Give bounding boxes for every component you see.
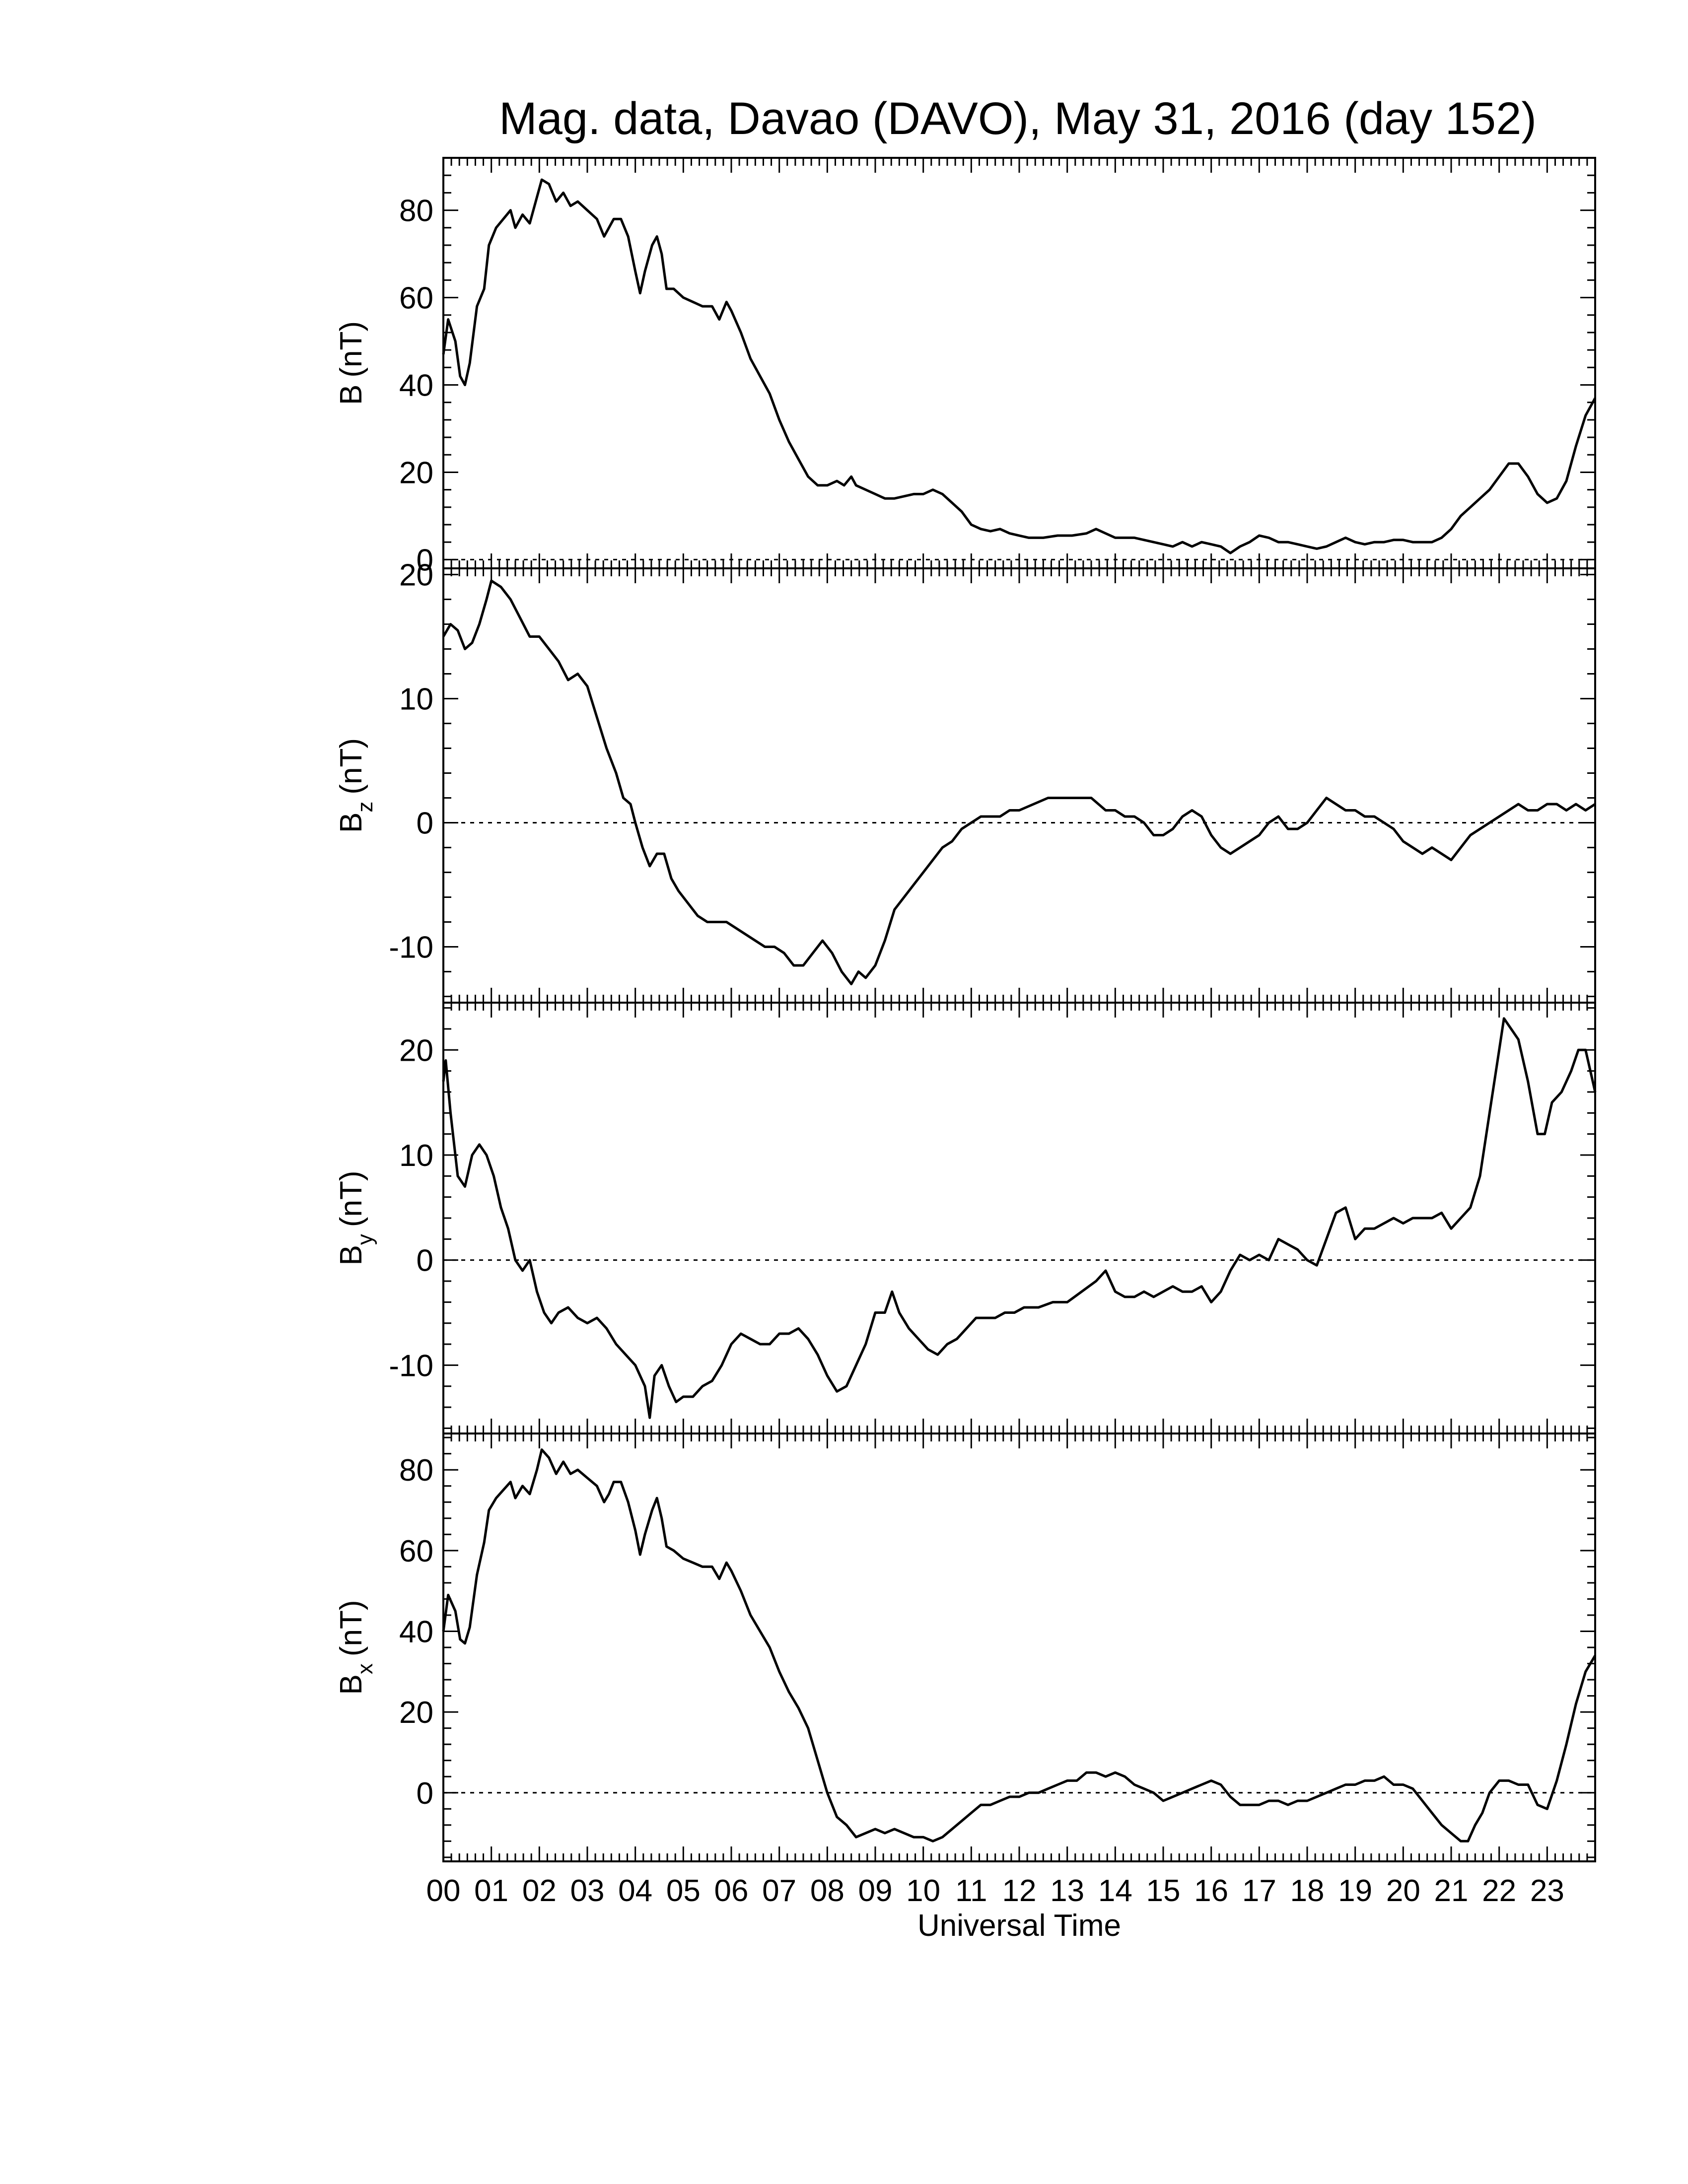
x-tick-label: 09 <box>858 1874 893 1908</box>
x-tick-label: 08 <box>810 1874 844 1908</box>
x-tick-label: 04 <box>618 1874 652 1908</box>
series-line-bx <box>442 1448 1597 1843</box>
x-tick-label: 18 <box>1290 1874 1325 1908</box>
x-tick-label: 02 <box>522 1874 557 1908</box>
panel-b: 0 20 40 60 80 B(nT) <box>334 157 1597 577</box>
y-tick-label: 0 <box>417 543 433 577</box>
x-tick-label: 22 <box>1482 1874 1516 1908</box>
panel-bx: 0 20 40 60 80 Bx(nT) <box>334 1433 1597 1862</box>
y-tick-label: 60 <box>399 1534 433 1569</box>
panel-frame <box>442 567 1596 1004</box>
y-tick-label: 40 <box>399 1615 433 1649</box>
y-tick-label: 0 <box>417 1244 433 1278</box>
x-axis-label: Universal Time <box>917 1909 1121 1943</box>
x-tick-label: 07 <box>762 1874 796 1908</box>
y-tick-label: 40 <box>399 368 433 403</box>
x-tick-label: 03 <box>570 1874 605 1908</box>
x-tick-label: 14 <box>1098 1874 1132 1908</box>
x-tick-label: 16 <box>1194 1874 1228 1908</box>
y-axis-label: Bz(nT) <box>334 738 377 833</box>
y-tick-label: 60 <box>399 281 433 316</box>
y-tick-label: 10 <box>399 682 433 717</box>
y-tick-label: 20 <box>399 1033 433 1068</box>
x-tick-label: 11 <box>955 1874 987 1908</box>
y-tick-label: -10 <box>389 931 433 965</box>
x-tick-label: 20 <box>1386 1874 1420 1908</box>
series-line-bz <box>442 579 1596 985</box>
x-tick-label: 05 <box>666 1874 701 1908</box>
x-tick-label: 15 <box>1146 1874 1181 1908</box>
x-tick-label: 23 <box>1530 1874 1564 1908</box>
x-tick-label: 10 <box>906 1874 940 1908</box>
x-tick-label: 19 <box>1338 1874 1372 1908</box>
series-line-b <box>442 178 1597 554</box>
x-tick-label: 13 <box>1050 1874 1084 1908</box>
x-tick-label: 12 <box>1002 1874 1037 1908</box>
y-tick-label: 10 <box>399 1139 433 1173</box>
x-tick-label: 01 <box>474 1874 508 1908</box>
y-tick-label: 0 <box>417 807 433 841</box>
y-tick-label: 0 <box>417 1776 433 1811</box>
y-tick-label: 80 <box>399 194 433 228</box>
x-tick-label: 00 <box>426 1874 461 1908</box>
y-tick-label: 20 <box>399 558 433 593</box>
x-tick-labels: 00 01 02 03 04 05 06 07 08 09 10 11 12 13 14 15 16 17 18 19… <box>426 1874 1564 1908</box>
y-axis-label: B(nT) <box>334 321 368 405</box>
y-tick-label: 20 <box>399 456 433 490</box>
y-axis-label: By(nT) <box>334 1170 377 1265</box>
x-tick-label: 17 <box>1242 1874 1276 1908</box>
panel-bz: -10 0 10 20 Bz(nT) <box>334 558 1596 1004</box>
panel-by: -10 0 10 20 By(nT) <box>334 1002 1597 1434</box>
series-line-by <box>442 1017 1597 1419</box>
y-tick-label: 80 <box>399 1453 433 1488</box>
x-tick-label: 21 <box>1434 1874 1469 1908</box>
y-axis-label: Bx(nT) <box>334 1600 377 1695</box>
chart-title: Mag. data, Davao (DAVO), May 31, 2016 (d… <box>499 93 1537 144</box>
y-tick-label: 20 <box>399 1696 433 1730</box>
panels: 020406080B(nT)-1001020Bz(nT)-1001020By(n… <box>334 157 1597 1862</box>
y-tick-label: -10 <box>389 1349 433 1383</box>
x-tick-label: 06 <box>714 1874 749 1908</box>
